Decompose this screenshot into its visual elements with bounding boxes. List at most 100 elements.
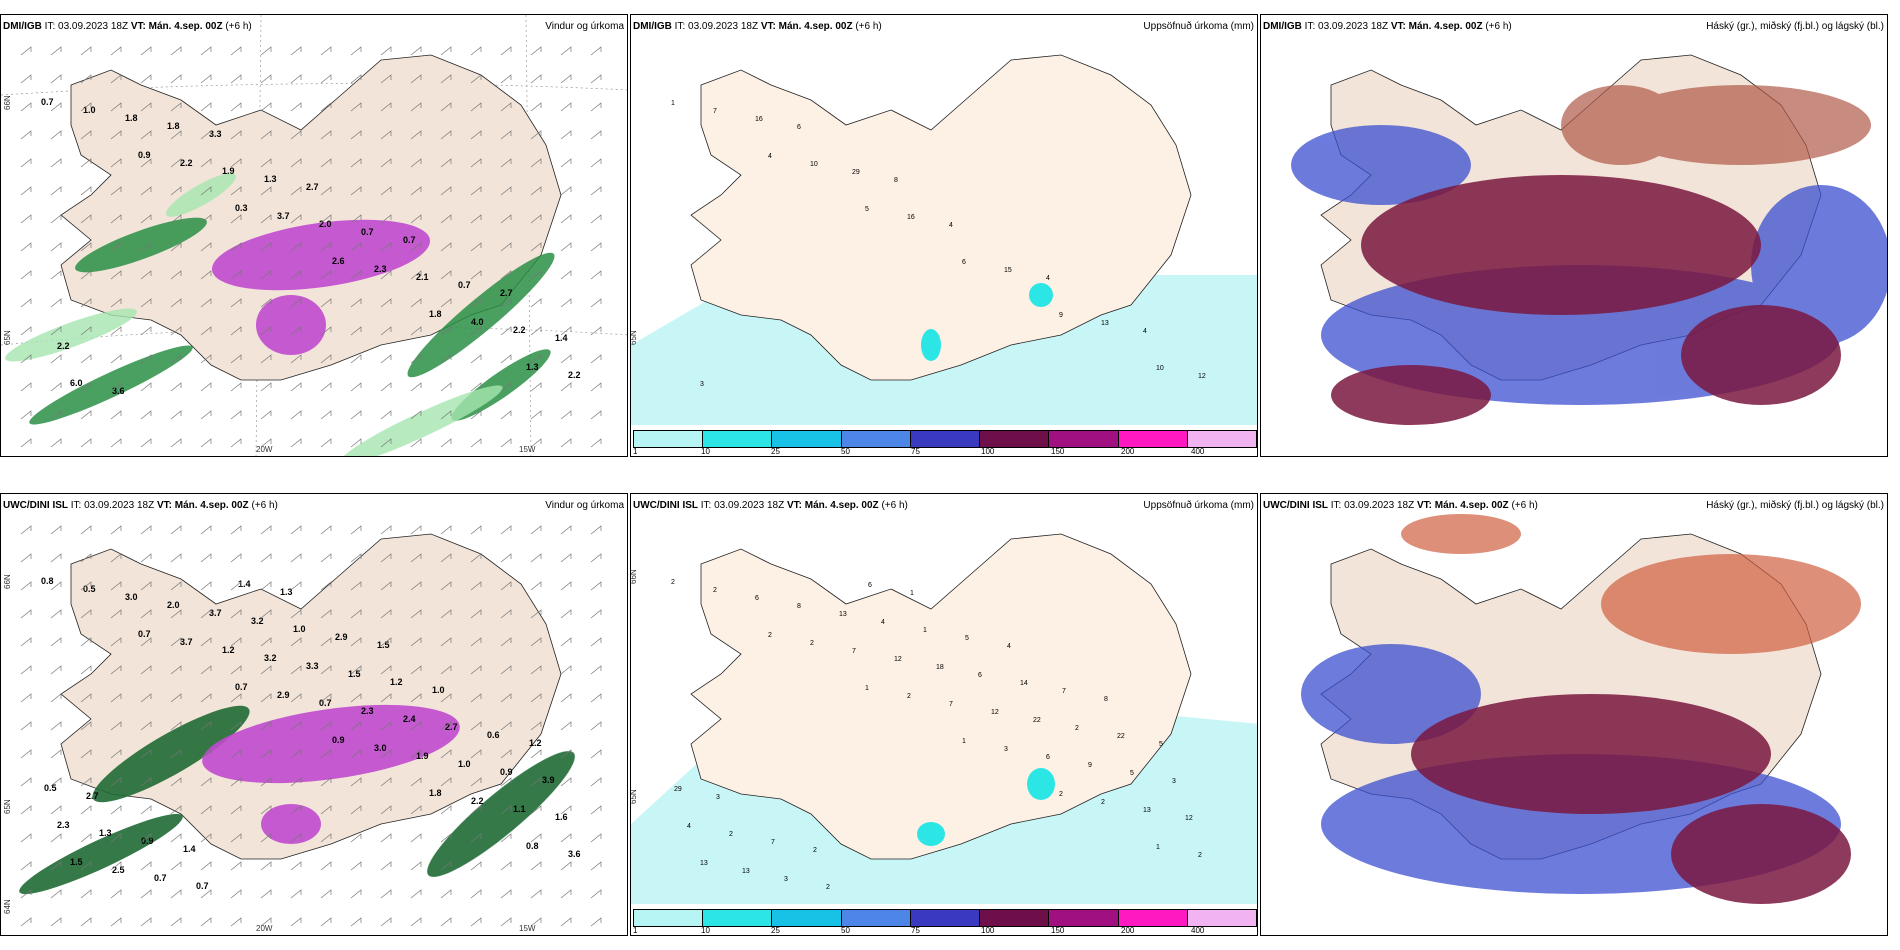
wind-barb — [230, 410, 242, 420]
wind-value-label: 3.0 — [125, 592, 138, 602]
wind-barb — [350, 777, 362, 787]
wind-value-label: 0.9 — [138, 150, 151, 160]
wind-barb — [410, 186, 422, 196]
wind-barb — [470, 721, 482, 731]
precip-value-label: 8 — [1104, 696, 1108, 703]
wind-barb — [50, 581, 62, 591]
precip-value-label: 13 — [1101, 320, 1109, 327]
wind-barb — [230, 889, 242, 899]
wind-barb — [590, 637, 602, 647]
wind-barb — [350, 917, 362, 927]
wind-barb — [290, 326, 302, 336]
wind-barb — [590, 46, 602, 56]
wind-barb — [500, 777, 512, 787]
precip-value-label: 6 — [962, 259, 966, 266]
wind-barb — [200, 354, 212, 364]
wind-barb — [380, 525, 392, 535]
wind-barb — [410, 553, 422, 563]
wind-barb — [410, 805, 422, 815]
panel-header: DMI/IGB IT: 03.09.2023 18Z VT: Mán. 4.se… — [3, 21, 252, 32]
wind-barb — [380, 158, 392, 168]
wind-barb — [260, 525, 272, 535]
map-cloud-uwc — [1301, 514, 1861, 904]
wind-barb — [440, 214, 452, 224]
wind-barb — [170, 665, 182, 675]
wind-barb — [530, 721, 542, 731]
wind-barb — [230, 693, 242, 703]
wind-barb — [80, 777, 92, 787]
wind-value-label: 2.6 — [332, 256, 345, 266]
wind-barb — [320, 242, 332, 252]
wind-barb — [410, 326, 422, 336]
wind-barb — [590, 298, 602, 308]
wind-barb — [380, 749, 392, 759]
precip-value-label: 4 — [881, 619, 885, 626]
wind-barb — [410, 721, 422, 731]
precip-value-label: 4 — [1143, 328, 1147, 335]
wind-barb — [200, 158, 212, 168]
wind-barb — [320, 270, 332, 280]
wind-barb — [290, 833, 302, 843]
wind-barb — [500, 721, 512, 731]
wind-barb — [380, 326, 392, 336]
wind-barb — [260, 354, 272, 364]
precip-value-label: 5 — [965, 635, 969, 642]
wind-barb — [350, 665, 362, 675]
wind-value-label: 1.0 — [83, 105, 96, 115]
wind-barb — [440, 242, 452, 252]
wind-barb — [50, 354, 62, 364]
wind-barb — [470, 805, 482, 815]
panel-wind-uwc: 0.8 0.7 0.7 0.9 1.8 0.8 0.5 3.7 2.9 3.0 2.2 3.6 3.0 1… — [0, 493, 628, 936]
wind-barb — [500, 270, 512, 280]
wind-barb — [470, 326, 482, 336]
wind-barb — [530, 242, 542, 252]
wind-barb — [200, 581, 212, 591]
wind-value-label: 1.2 — [390, 677, 403, 687]
wind-value-label: 3.7 — [209, 608, 222, 618]
wind-barb — [20, 833, 32, 843]
wind-barb — [230, 721, 242, 731]
wind-barb — [260, 609, 272, 619]
wind-barb — [470, 833, 482, 843]
wind-barb — [200, 721, 212, 731]
wind-barb — [500, 410, 512, 420]
wind-value-label: 0.7 — [458, 280, 471, 290]
wind-barb — [170, 354, 182, 364]
wind-barb — [20, 242, 32, 252]
wind-barb — [20, 693, 32, 703]
wind-barb — [530, 553, 542, 563]
wind-barb — [380, 74, 392, 84]
wind-barb — [500, 833, 512, 843]
wind-barb — [350, 298, 362, 308]
wind-barb — [500, 637, 512, 647]
colorbar-label: 400 — [1191, 926, 1205, 935]
wind-barb — [530, 130, 542, 140]
wind-barb — [110, 214, 122, 224]
wind-barb — [140, 242, 152, 252]
wind-value-label: 0.9 — [500, 767, 513, 777]
wind-barb — [50, 214, 62, 224]
colorbar-label: 150 — [1051, 926, 1065, 935]
wind-value-label: 2.4 — [403, 714, 416, 724]
wind-barb — [290, 721, 302, 731]
wind-barb — [170, 242, 182, 252]
wind-barb — [560, 721, 572, 731]
wind-barb — [200, 270, 212, 280]
wind-barb — [410, 242, 422, 252]
wind-barb — [320, 609, 332, 619]
wind-barb — [500, 46, 512, 56]
wind-barb — [140, 74, 152, 84]
wind-barb — [260, 130, 272, 140]
precip-value-label: 15 — [1004, 267, 1012, 274]
wind-barb — [50, 861, 62, 871]
wind-barb — [350, 186, 362, 196]
wind-barb — [50, 382, 62, 392]
wind-barb — [140, 158, 152, 168]
precip-value-label: 2 — [1101, 799, 1105, 806]
wind-value-label: 6.0 — [70, 378, 83, 388]
wind-barb — [170, 721, 182, 731]
wind-barb — [110, 581, 122, 591]
wind-barb — [230, 354, 242, 364]
precip-value-label: 5 — [1130, 770, 1134, 777]
wind-barb — [440, 382, 452, 392]
